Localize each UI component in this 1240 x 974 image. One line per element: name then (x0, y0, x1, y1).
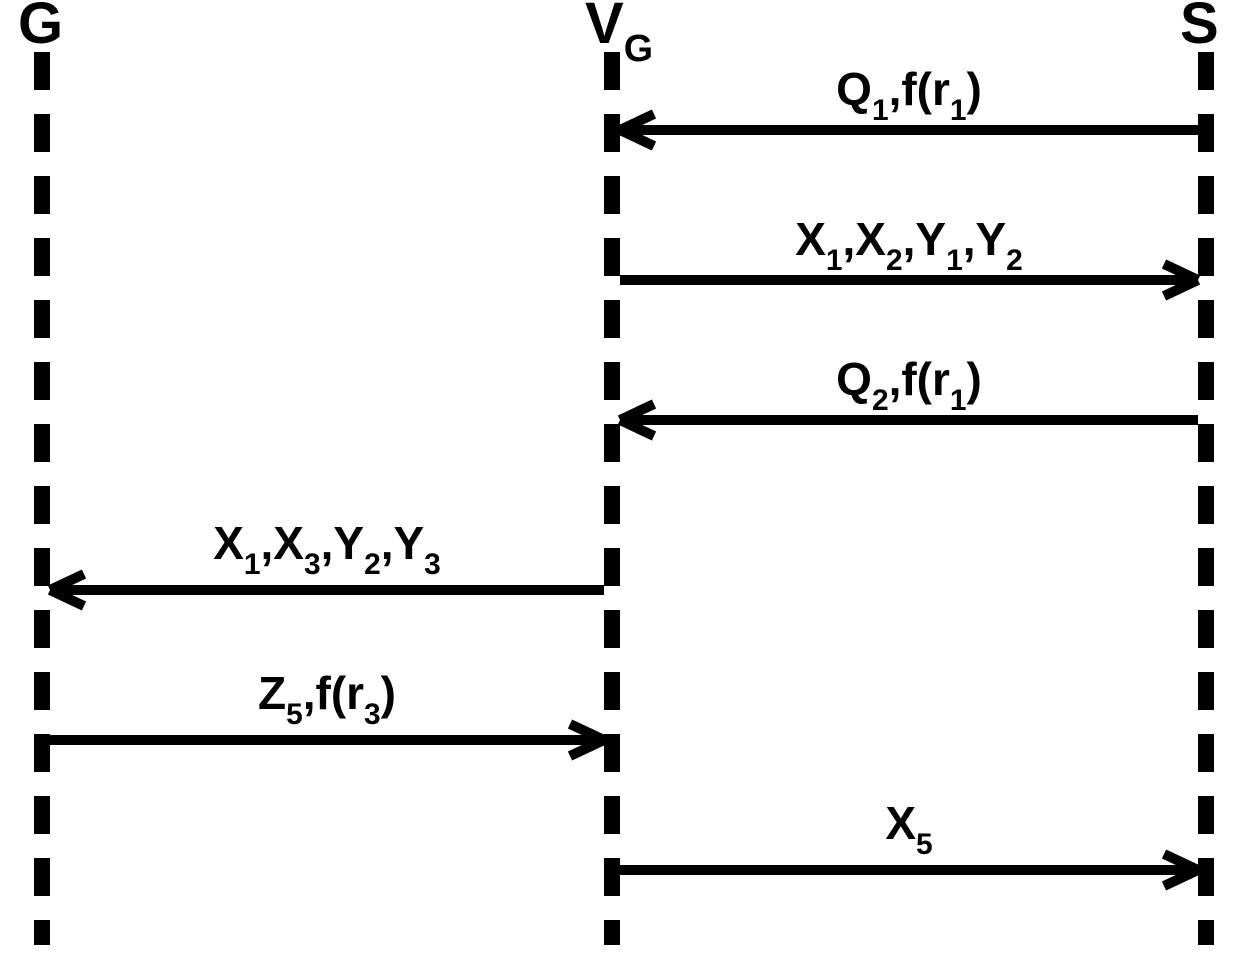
lifeline-label-S: S (1180, 0, 1219, 57)
sequence-diagram: G VG S Q1,f(r1) X1,X2,Y1,Y2 Q2,f(r1) X1,X3,Y2,… (0, 0, 1240, 969)
message-label-1: X1,X2,Y1,Y2 (795, 212, 1023, 273)
message-label-4: Z5,f(r3) (258, 666, 396, 727)
diagram-canvas (0, 0, 1240, 969)
message-label-3: X1,X3,Y2,Y3 (213, 516, 441, 577)
message-label-0: Q1,f(r1) (836, 62, 982, 123)
lifeline-label-VG: VG (585, 0, 653, 65)
message-label-5: X5 (885, 796, 932, 857)
lifeline-label-G: G (18, 0, 63, 57)
message-label-2: Q2,f(r1) (836, 352, 982, 413)
